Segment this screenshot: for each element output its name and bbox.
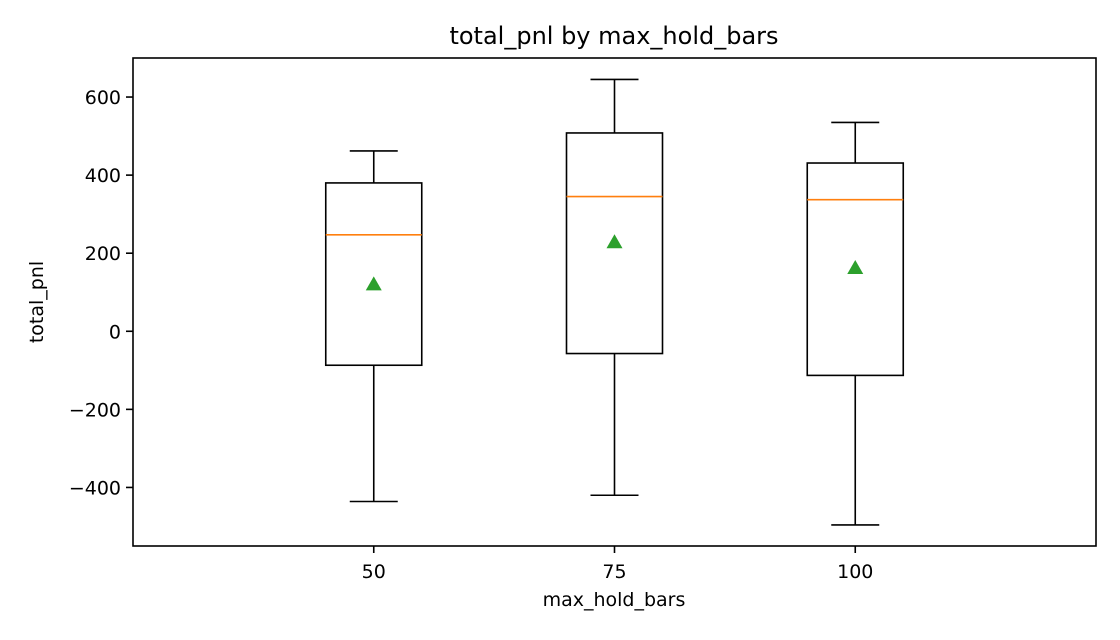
box-iqr — [806, 162, 905, 377]
mean-marker — [606, 234, 623, 249]
box-iqr — [565, 132, 664, 355]
y-tick-label: 200 — [85, 243, 121, 265]
chart-title: total_pnl by max_hold_bars — [449, 22, 778, 50]
mean-marker — [365, 276, 382, 291]
y-tick-label: −200 — [69, 399, 121, 421]
y-tick-label: −400 — [69, 477, 121, 499]
x-tick-label: 75 — [602, 561, 626, 583]
x-tick-label: 50 — [362, 561, 386, 583]
x-axis-label: max_hold_bars — [543, 589, 686, 611]
y-axis-label: total_pnl — [26, 261, 48, 343]
y-tick-label: 0 — [109, 321, 121, 343]
mean-marker — [847, 260, 864, 275]
plot-marks: −400 −200 0 200 400 600 50 75 100 — [69, 78, 905, 583]
plot-frame — [132, 57, 1097, 547]
y-tick-label: 400 — [85, 165, 121, 187]
box-iqr — [324, 182, 423, 367]
x-tick-label: 100 — [837, 561, 873, 583]
y-tick-label: 600 — [85, 87, 121, 109]
